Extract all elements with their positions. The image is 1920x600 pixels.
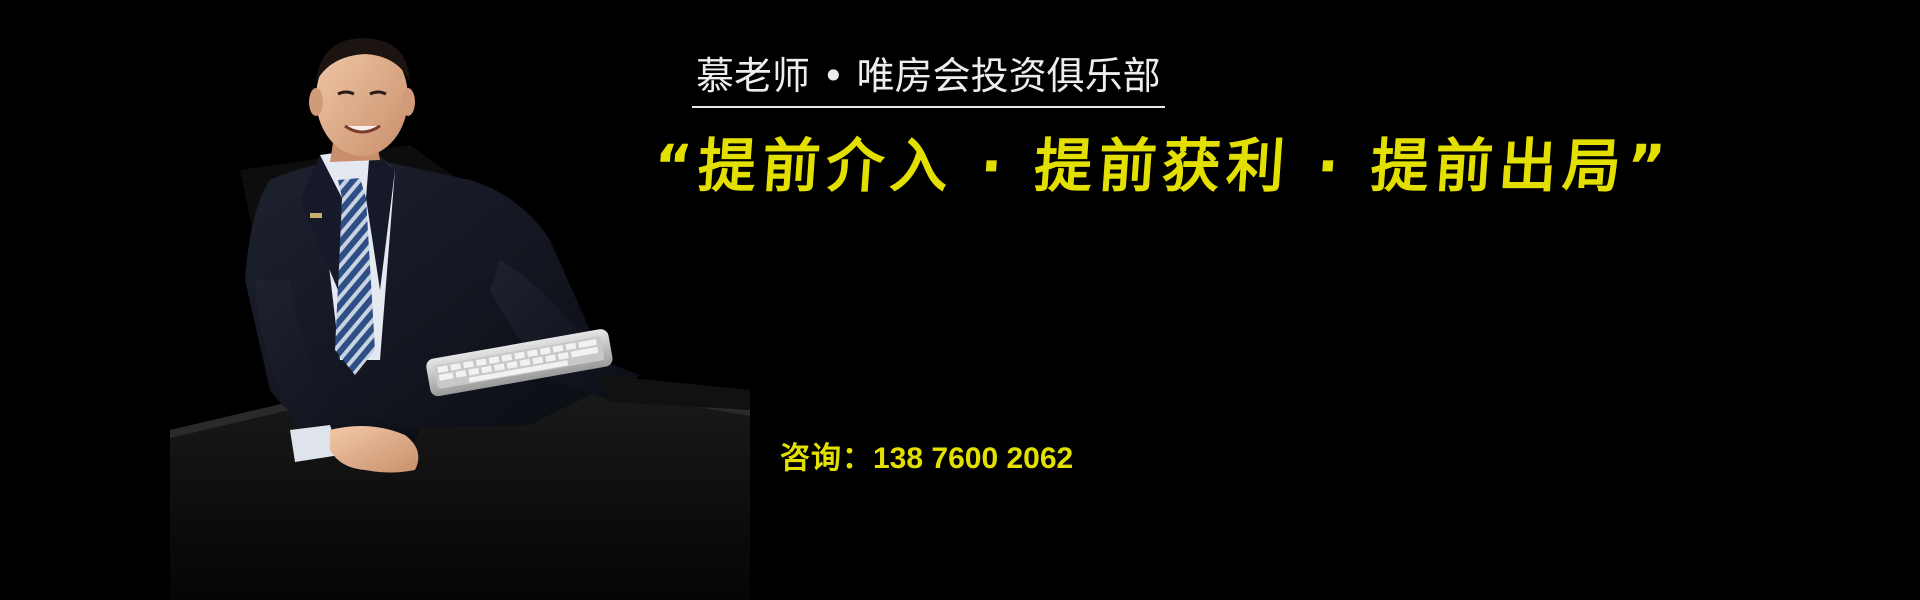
club-subtitle: 慕老师 • 唯房会投资俱乐部 [692, 52, 1165, 108]
contact-line: 咨询：138 7600 2062 [780, 437, 1073, 481]
man-at-desk-photo [170, 30, 750, 600]
contact-phone: 138 7600 2062 [873, 442, 1074, 475]
contact-label: 咨询： [780, 441, 873, 476]
slogan-headline: “提前介入 · 提前获利 · 提前出局” [651, 132, 1674, 200]
